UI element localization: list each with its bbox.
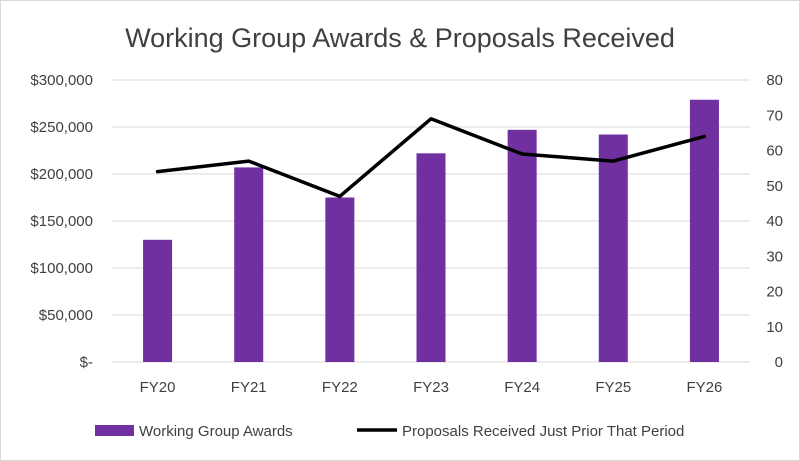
left-tick-label: $300,000 xyxy=(30,72,93,89)
award-bar xyxy=(416,153,446,362)
x-tick-label: FY24 xyxy=(504,379,540,396)
chart-title: Working Group Awards & Proposals Receive… xyxy=(125,23,675,53)
right-tick-label: 60 xyxy=(766,143,783,160)
right-tick-label: 30 xyxy=(766,248,783,265)
left-tick-label: $100,000 xyxy=(30,260,93,277)
award-bar xyxy=(689,99,719,363)
left-y-axis: $- $50,000 $100,000 $150,000 $200,000 $250,00… xyxy=(30,72,93,371)
right-y-axis: 0 10 20 30 40 50 60 70 80 xyxy=(766,72,783,371)
legend: Working Group Awards Proposals Received … xyxy=(95,423,684,440)
left-tick-label: $250,000 xyxy=(30,119,93,136)
x-tick-label: FY26 xyxy=(686,379,722,396)
x-tick-label: FY25 xyxy=(595,379,631,396)
proposals-line-layer xyxy=(155,117,707,199)
right-tick-label: 10 xyxy=(766,319,783,336)
x-tick-label: FY22 xyxy=(322,379,358,396)
right-tick-label: 0 xyxy=(775,354,783,371)
left-tick-label: $- xyxy=(80,354,93,371)
award-bar xyxy=(234,167,264,362)
x-tick-label: FY21 xyxy=(231,379,267,396)
right-tick-label: 50 xyxy=(766,178,783,195)
left-tick-label: $150,000 xyxy=(30,213,93,230)
right-tick-label: 20 xyxy=(766,284,783,301)
right-tick-label: 80 xyxy=(766,72,783,89)
left-tick-label: $50,000 xyxy=(39,307,93,324)
x-axis: FY20 FY21 FY22 FY23 FY24 FY25 FY26 xyxy=(140,379,723,396)
x-tick-label: FY20 xyxy=(140,379,176,396)
right-tick-label: 70 xyxy=(766,107,783,124)
legend-swatch-awards xyxy=(95,425,134,436)
award-bar xyxy=(143,239,173,362)
proposals-line xyxy=(155,117,707,199)
award-bars xyxy=(143,99,719,363)
award-bar xyxy=(598,134,628,362)
legend-label-proposals: Proposals Received Just Prior That Perio… xyxy=(402,423,684,440)
award-bar xyxy=(325,197,355,362)
right-tick-label: 40 xyxy=(766,213,783,230)
x-tick-label: FY23 xyxy=(413,379,449,396)
award-bar xyxy=(507,129,537,362)
legend-label-awards: Working Group Awards xyxy=(139,423,293,440)
left-tick-label: $200,000 xyxy=(30,166,93,183)
